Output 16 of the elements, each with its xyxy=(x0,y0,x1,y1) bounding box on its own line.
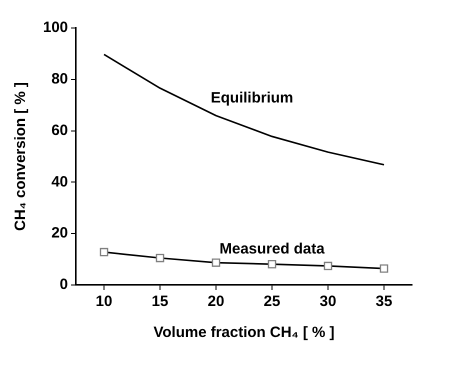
y-tick-label: 60 xyxy=(51,122,68,139)
x-tick-label: 35 xyxy=(376,293,392,310)
y-axis-title: CH₄ conversion [ % ] xyxy=(12,82,30,231)
series-label: Measured data xyxy=(219,240,326,258)
y-tick-label: 80 xyxy=(51,70,68,88)
x-axis-title: Volume fraction CH₄ [ % ] xyxy=(153,324,335,342)
x-tick-label: 30 xyxy=(320,293,336,310)
x-tick-label: 25 xyxy=(264,293,280,310)
y-tick-label: 100 xyxy=(42,19,68,36)
y-tick-label: 0 xyxy=(60,276,68,294)
x-tick-label: 20 xyxy=(208,293,224,310)
y-tick-label: 40 xyxy=(51,173,68,190)
x-tick-label: 15 xyxy=(152,293,168,310)
y-tick-label: 20 xyxy=(51,224,68,242)
series-label: Equilibrium xyxy=(210,90,294,107)
x-tick-label: 10 xyxy=(96,293,112,310)
